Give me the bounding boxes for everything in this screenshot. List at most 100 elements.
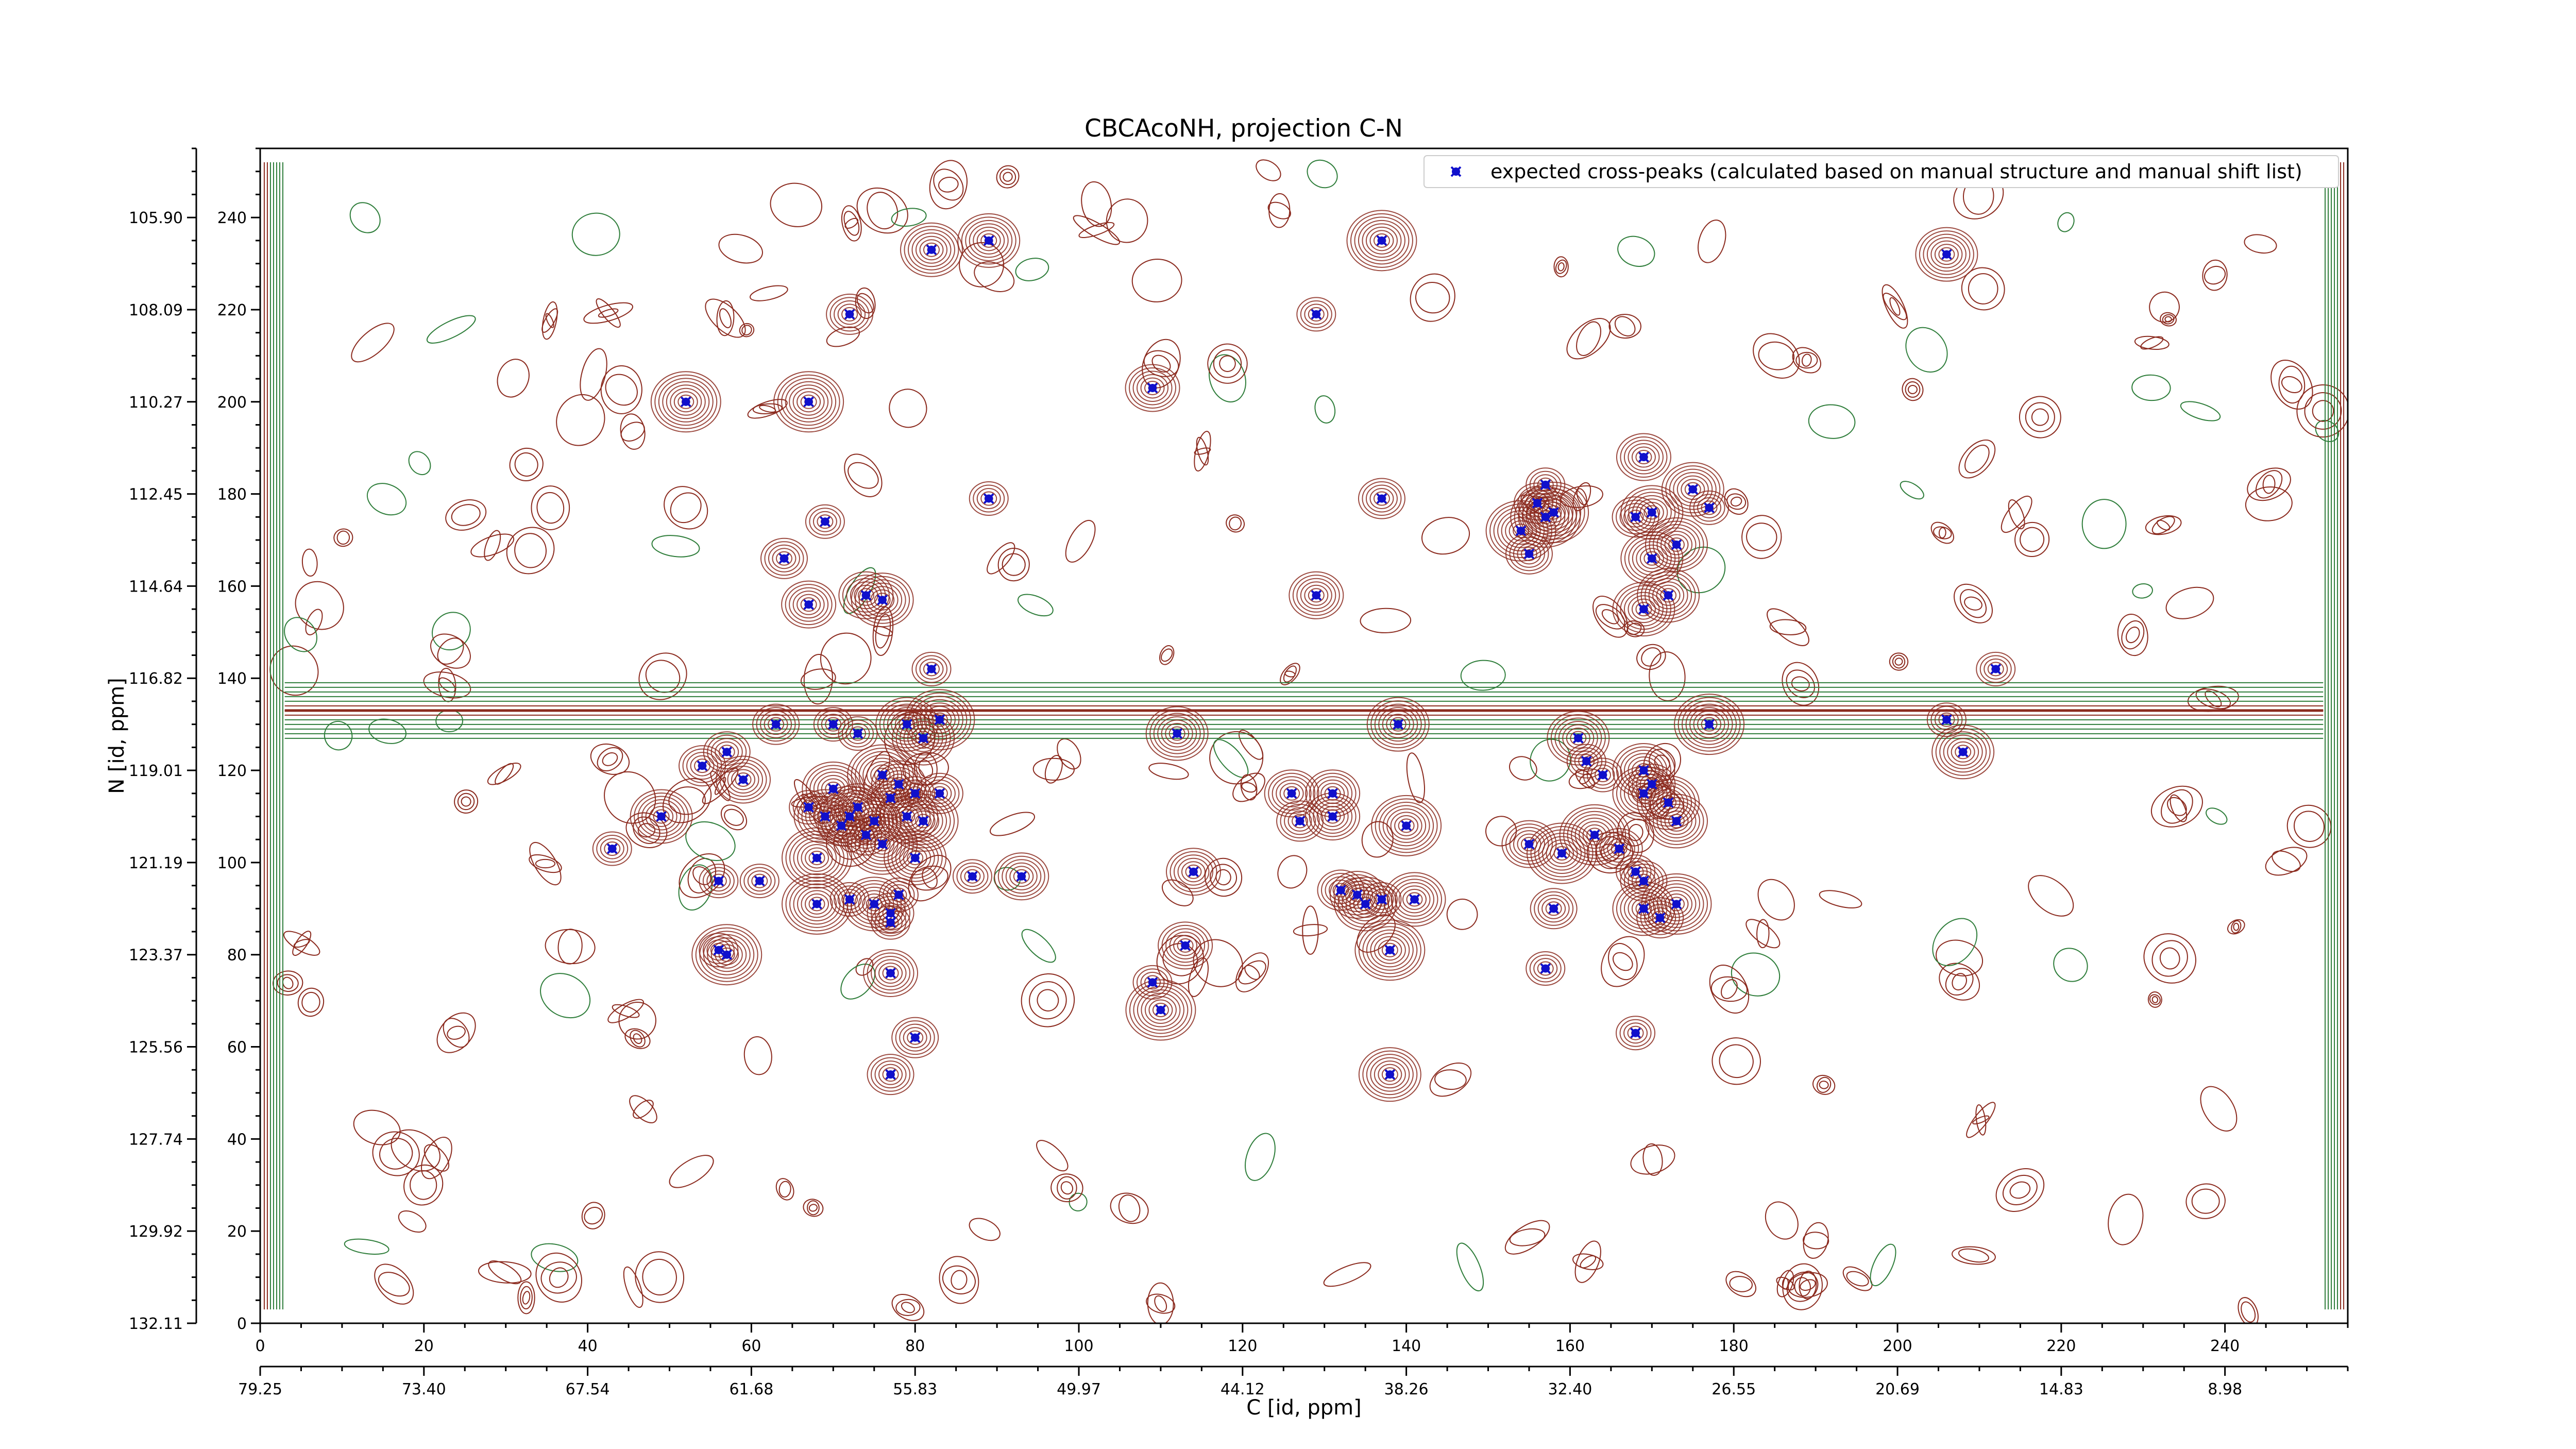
noise-contour bbox=[1277, 855, 1308, 889]
noise-contour bbox=[630, 1030, 646, 1048]
cross-peak-marker bbox=[852, 802, 863, 813]
noise-contour bbox=[1953, 583, 1993, 624]
noise-contour bbox=[2294, 811, 2325, 842]
noise-contour bbox=[1037, 989, 1059, 1012]
peak-contour bbox=[1682, 700, 1737, 749]
cross-peak-marker bbox=[1663, 589, 1674, 601]
peak-contour bbox=[1628, 895, 1660, 923]
peak-contour bbox=[777, 374, 840, 429]
x-ppm-tick-label: 61.68 bbox=[729, 1380, 773, 1399]
peak-contour bbox=[1345, 886, 1385, 921]
peak-contour bbox=[1652, 911, 1669, 925]
cross-peak-marker bbox=[1401, 820, 1412, 831]
peak-contour bbox=[874, 593, 891, 608]
cross-peak-marker bbox=[1941, 714, 1952, 726]
peak-contour bbox=[1656, 527, 1697, 562]
noise-contour bbox=[2156, 519, 2171, 531]
cross-peak-marker bbox=[1589, 829, 1600, 840]
cross-peak-marker bbox=[1941, 249, 1952, 260]
cross-peak-marker bbox=[893, 889, 904, 900]
noise-contour bbox=[535, 858, 556, 869]
peak-contour bbox=[1165, 848, 1221, 896]
noise-contour bbox=[1029, 981, 1067, 1020]
noise-contour bbox=[2191, 1188, 2220, 1214]
noise-contour bbox=[541, 301, 558, 340]
peak-contour bbox=[1530, 888, 1578, 930]
noise-contour bbox=[1065, 520, 1096, 563]
noise-contour bbox=[1952, 1246, 1996, 1265]
cross-peak-marker bbox=[1327, 788, 1338, 799]
cross-peak-marker bbox=[1384, 1069, 1396, 1080]
noise-contour bbox=[987, 542, 1015, 575]
peak-contour bbox=[805, 847, 829, 869]
noise-contour bbox=[2081, 499, 2127, 549]
noise-contour bbox=[2161, 789, 2193, 824]
peak-contour bbox=[1387, 875, 1443, 923]
peak-contour bbox=[911, 651, 952, 686]
noise-contour bbox=[1710, 976, 1748, 1002]
noise-contour bbox=[1614, 316, 1636, 336]
y-tick-label: 220 bbox=[217, 301, 247, 319]
cross-peak-marker bbox=[1523, 838, 1535, 850]
noise-contour bbox=[426, 315, 476, 344]
peak-contour bbox=[1354, 216, 1410, 265]
x-ppm-tick-label: 20.69 bbox=[1875, 1380, 1920, 1399]
peak-contour bbox=[1645, 782, 1692, 823]
peak-contour bbox=[1379, 801, 1434, 850]
cross-peak-marker bbox=[1654, 912, 1666, 923]
peak-contour bbox=[871, 896, 911, 931]
peak-contour bbox=[1390, 812, 1422, 840]
peak-contour bbox=[1632, 495, 1672, 530]
peak-contour bbox=[1157, 716, 1197, 751]
peak-contour bbox=[892, 711, 955, 766]
peak-contour bbox=[1366, 1054, 1414, 1096]
noise-contour bbox=[895, 1299, 921, 1316]
noise-contour bbox=[2028, 875, 2074, 917]
peak-contour bbox=[1684, 482, 1701, 497]
noise-contour bbox=[2053, 948, 2088, 982]
noise-contour bbox=[484, 530, 501, 561]
peak-contour bbox=[1635, 450, 1652, 465]
noise-contour bbox=[1069, 1192, 1088, 1211]
peak-contour bbox=[808, 897, 825, 912]
y-tick-label: 160 bbox=[217, 578, 247, 596]
noise-contour bbox=[2149, 994, 2161, 1005]
peak-contour bbox=[699, 864, 739, 899]
peak-contour bbox=[1362, 1050, 1418, 1099]
peak-contour bbox=[600, 838, 624, 860]
peak-contour bbox=[699, 931, 755, 979]
peak-contour bbox=[1289, 571, 1344, 619]
peak-contour bbox=[871, 1057, 911, 1092]
y-tick-label: 0 bbox=[237, 1315, 247, 1333]
peak-contour bbox=[1366, 697, 1430, 752]
noise-contour bbox=[437, 637, 464, 665]
peak-contour bbox=[1169, 931, 1201, 959]
noise-contour bbox=[2255, 470, 2283, 499]
noise-contour bbox=[478, 1261, 532, 1284]
noise-contour bbox=[2180, 401, 2221, 422]
peak-contour bbox=[768, 544, 800, 572]
noise-contour bbox=[2151, 940, 2188, 977]
y-axis-label: N [id, ppm] bbox=[105, 678, 129, 794]
peak-contour bbox=[1132, 370, 1173, 406]
noise-contour bbox=[366, 483, 407, 516]
noise-contour bbox=[583, 302, 634, 324]
peak-contour bbox=[1308, 588, 1325, 603]
peak-contour bbox=[866, 586, 899, 614]
y-axis-ppm: 132.11 129.92 127.74 125.56 123.37 121.19 119.… bbox=[129, 147, 197, 1333]
x-tick-label: 140 bbox=[1392, 1337, 1421, 1355]
peak-contour bbox=[1628, 492, 1676, 533]
peak-contour bbox=[895, 714, 951, 762]
peak-contour bbox=[1365, 885, 1398, 914]
noise-contour bbox=[301, 991, 320, 1013]
peak-contour bbox=[1701, 500, 1718, 515]
noise-contour bbox=[743, 1036, 772, 1075]
peak-contour bbox=[1358, 220, 1405, 261]
peak-contour bbox=[1518, 481, 1589, 543]
noise-contour bbox=[1241, 782, 1257, 793]
peak-contour bbox=[1938, 712, 1955, 727]
cross-peak-marker bbox=[885, 968, 896, 979]
peak-contour bbox=[874, 959, 907, 987]
noise-contour bbox=[445, 499, 487, 531]
cross-peak-marker bbox=[909, 788, 921, 799]
